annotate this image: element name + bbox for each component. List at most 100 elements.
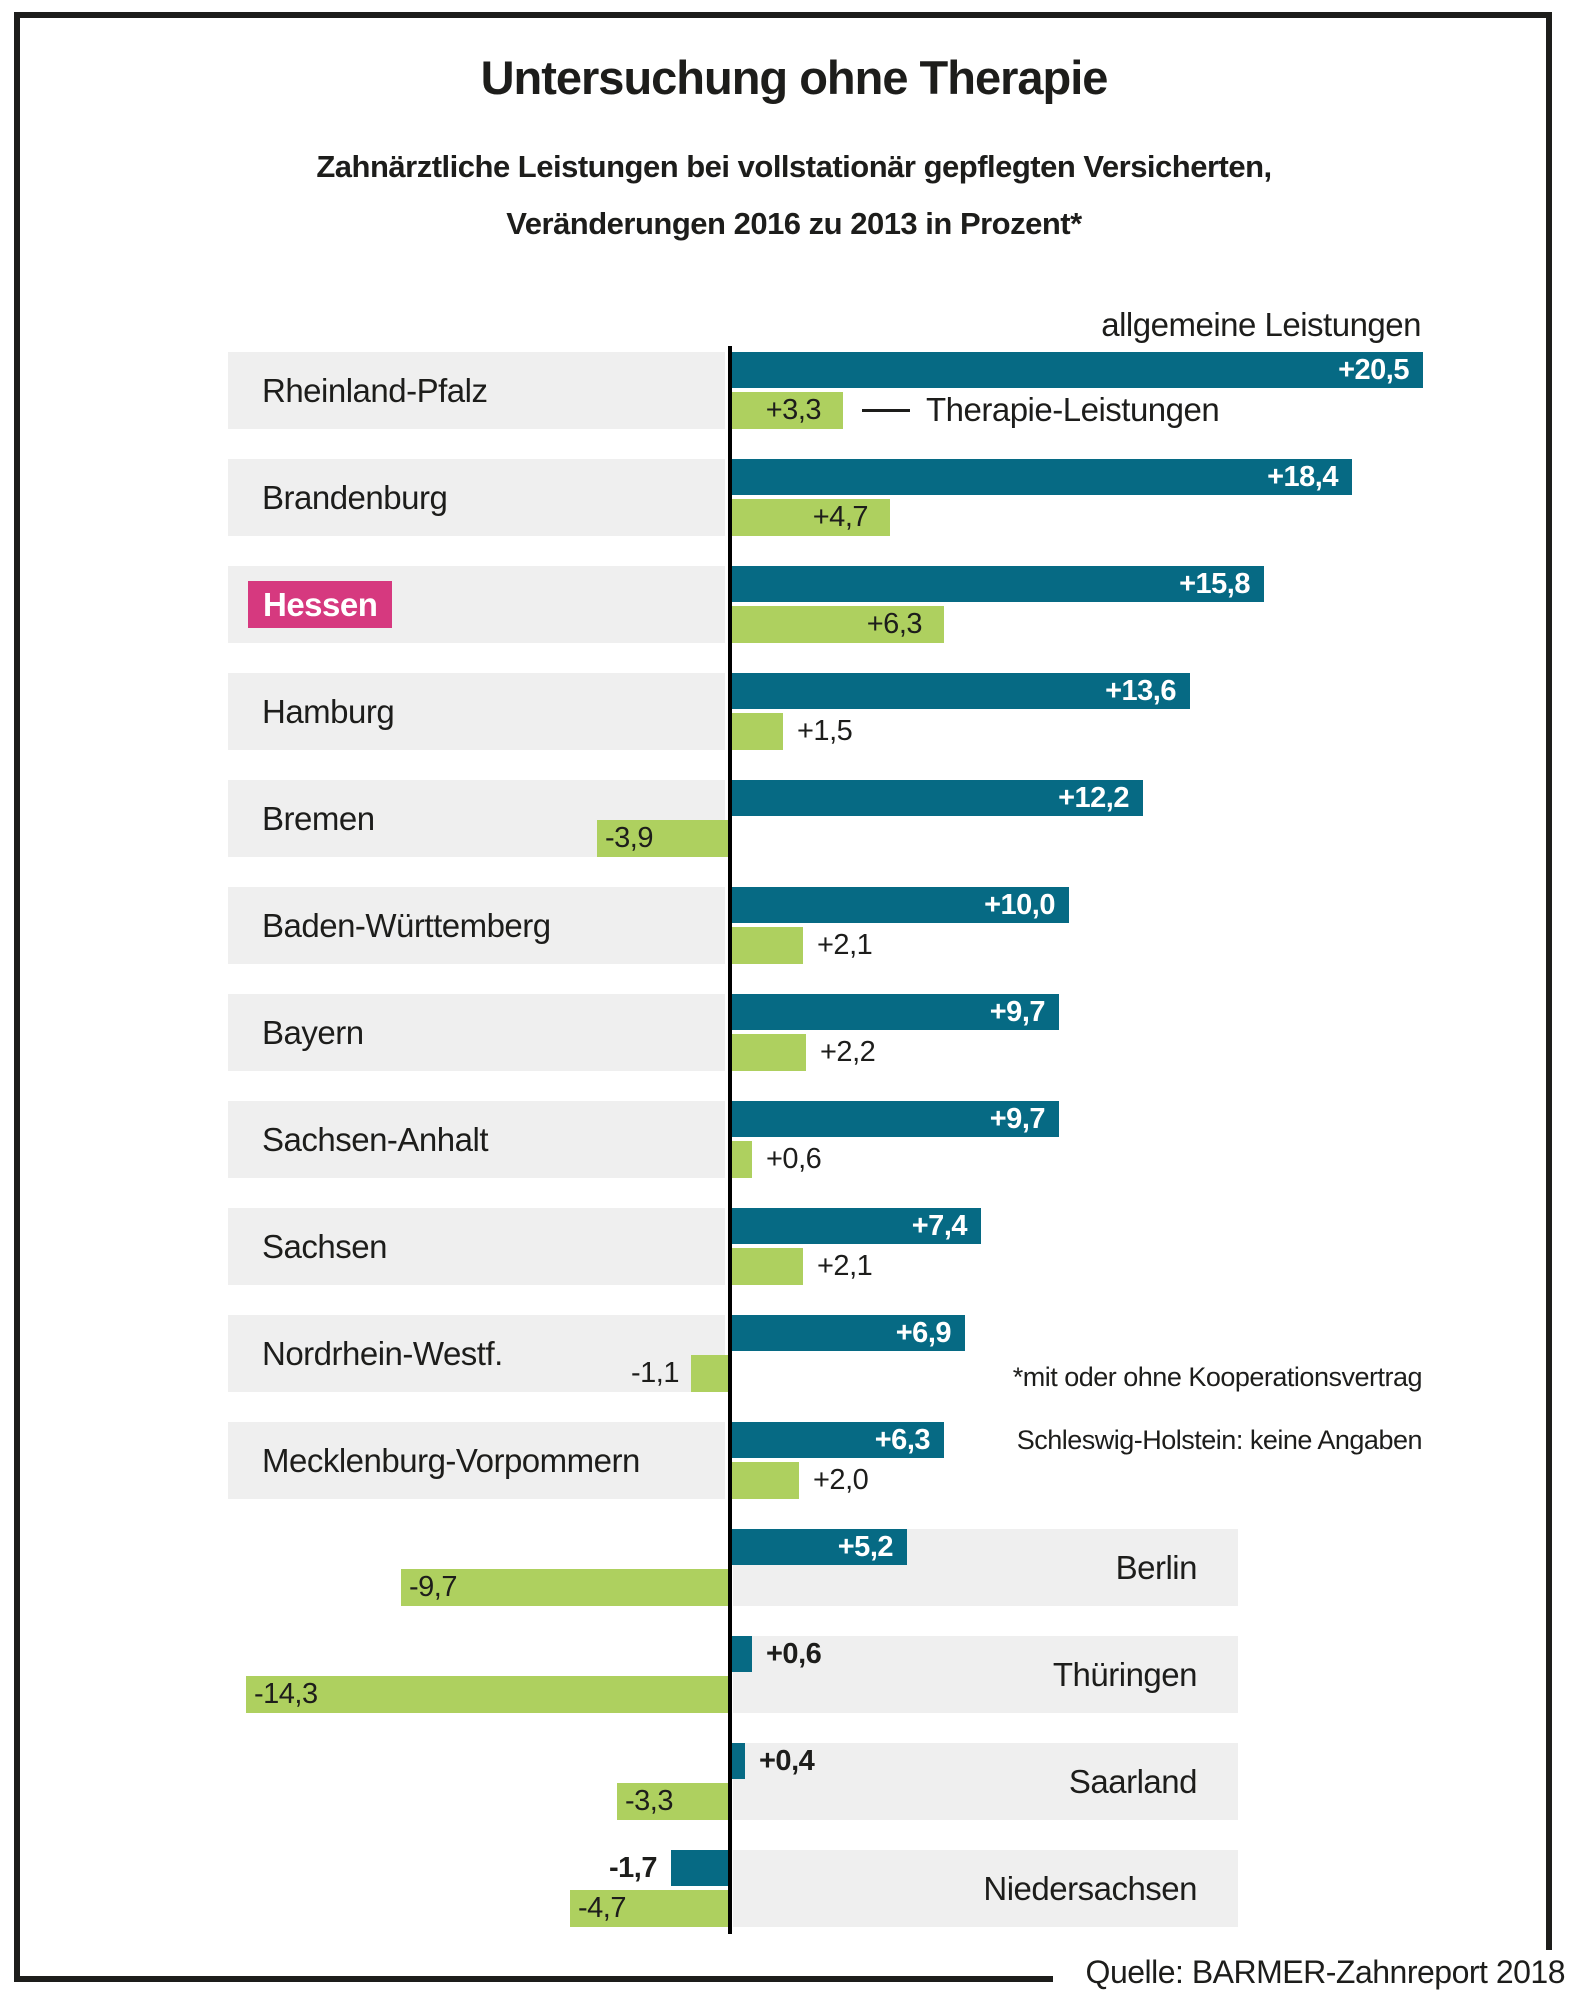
therapy-bar xyxy=(246,1676,728,1713)
frame-border-right xyxy=(1546,12,1552,1950)
general-value: +5,2 xyxy=(837,1531,894,1563)
general-value: +6,3 xyxy=(874,1424,931,1456)
general-value: -1,7 xyxy=(609,1852,657,1884)
row-label-box xyxy=(733,1850,1238,1927)
state-label: Nordrhein-Westf. xyxy=(262,1335,503,1372)
general-value: +15,8 xyxy=(1179,568,1250,600)
frame-border-top xyxy=(14,12,1552,18)
therapy-bar xyxy=(732,1034,806,1071)
general-bar xyxy=(732,673,1190,709)
general-bar xyxy=(732,1743,745,1779)
general-bar xyxy=(732,1208,981,1244)
therapy-value: -1,1 xyxy=(631,1357,679,1389)
general-value: +7,4 xyxy=(911,1210,968,1242)
general-bar xyxy=(732,994,1059,1030)
general-value: +9,7 xyxy=(989,1103,1046,1135)
general-bar xyxy=(732,1422,944,1458)
therapy-value: +2,1 xyxy=(817,929,873,961)
state-label: Rheinland-Pfalz xyxy=(262,372,488,409)
general-value: +18,4 xyxy=(1267,461,1338,493)
therapy-bar xyxy=(732,927,803,964)
general-bar xyxy=(732,887,1069,923)
state-label: Baden-Württemberg xyxy=(262,907,551,944)
state-label: Saarland xyxy=(1068,1763,1198,1800)
therapy-value: -4,7 xyxy=(578,1892,626,1924)
row-label-box xyxy=(733,1636,1238,1713)
row-label-box xyxy=(228,352,725,429)
general-bar xyxy=(732,1101,1059,1137)
state-label: Mecklenburg-Vorpommern xyxy=(262,1442,640,1479)
row-label-box xyxy=(733,1743,1238,1820)
subtitle-line-2: Veränderungen 2016 zu 2013 in Prozent* xyxy=(506,206,1082,241)
therapy-value: +3,3 xyxy=(765,394,822,426)
general-value: +13,6 xyxy=(1105,675,1176,707)
general-bar xyxy=(671,1850,728,1886)
therapy-bar xyxy=(732,499,890,536)
therapy-bar xyxy=(401,1569,728,1606)
footnote-kooperationsvertrag: *mit oder ohne Kooperationsvertrag xyxy=(1012,1362,1423,1392)
legend-therapy-label: Therapie-Leistungen xyxy=(926,391,1220,428)
chart-subtitle: Zahnärztliche Leistungen bei vollstation… xyxy=(0,138,1588,252)
subtitle-line-1: Zahnärztliche Leistungen bei vollstation… xyxy=(316,149,1272,184)
legend-general-series: allgemeine Leistungen xyxy=(1101,306,1421,343)
state-label: Sachsen-Anhalt xyxy=(262,1121,488,1158)
therapy-bar xyxy=(732,713,783,750)
general-bar xyxy=(732,459,1352,495)
therapy-bar xyxy=(732,606,944,643)
state-label: Thüringen xyxy=(1052,1656,1198,1693)
footnote-schleswig-holstein: Schleswig-Holstein: keine Angaben xyxy=(1016,1425,1423,1455)
page-title: Untersuchung ohne Therapie xyxy=(480,51,1109,104)
row-label-box xyxy=(228,1101,725,1178)
source-attribution: Quelle: BARMER-Zahnreport 2018 xyxy=(1079,1952,1566,1992)
row-label-box xyxy=(228,1422,725,1499)
therapy-value: +2,2 xyxy=(820,1036,876,1068)
row-label-box xyxy=(228,887,725,964)
general-value: +0,6 xyxy=(766,1638,822,1670)
state-label: Brandenburg xyxy=(262,479,448,516)
general-bar xyxy=(732,1636,752,1672)
frame-border-left xyxy=(14,12,20,1982)
general-bar xyxy=(732,1315,965,1351)
legend-therapy-series: Therapie-Leistungen xyxy=(862,388,1220,432)
therapy-value: +1,5 xyxy=(797,715,853,747)
state-label-highlighted: Hessen xyxy=(248,581,393,628)
row-label-box xyxy=(228,459,725,536)
therapy-bar xyxy=(617,1783,728,1820)
state-label: Berlin xyxy=(1115,1549,1198,1586)
general-bar xyxy=(732,1529,907,1565)
therapy-bar xyxy=(732,392,843,429)
state-label: Hamburg xyxy=(262,693,395,730)
row-label-box xyxy=(228,673,725,750)
therapy-value: +4,7 xyxy=(812,501,869,533)
general-bar xyxy=(732,566,1264,602)
row-label-box xyxy=(228,1315,725,1392)
general-bar xyxy=(732,780,1143,816)
state-label: Bremen xyxy=(262,800,375,837)
general-bar xyxy=(732,352,1423,388)
state-label: Sachsen xyxy=(262,1228,387,1265)
state-label: Bayern xyxy=(262,1014,364,1051)
therapy-bar xyxy=(691,1355,728,1392)
row-label-box xyxy=(228,1208,725,1285)
therapy-value: -3,9 xyxy=(605,822,653,854)
therapy-bar xyxy=(597,820,728,857)
therapy-bar xyxy=(732,1248,803,1285)
therapy-value: +2,0 xyxy=(813,1464,869,1496)
therapy-value: +0,6 xyxy=(766,1143,822,1175)
therapy-bar xyxy=(570,1890,728,1927)
general-value: +20,5 xyxy=(1338,354,1409,386)
general-value: +6,9 xyxy=(895,1317,952,1349)
therapy-bar xyxy=(732,1462,799,1499)
general-value: +12,2 xyxy=(1058,782,1129,814)
therapy-value: +6,3 xyxy=(866,608,923,640)
therapy-bar xyxy=(732,1141,752,1178)
therapy-value: -3,3 xyxy=(625,1785,673,1817)
row-label-box xyxy=(228,994,725,1071)
legend-dash-icon xyxy=(862,408,910,412)
zero-axis-line xyxy=(728,346,732,1934)
state-label: Niedersachsen xyxy=(983,1870,1197,1907)
general-value: +0,4 xyxy=(759,1745,815,1777)
general-value: +9,7 xyxy=(989,996,1046,1028)
therapy-value: -9,7 xyxy=(409,1571,457,1603)
